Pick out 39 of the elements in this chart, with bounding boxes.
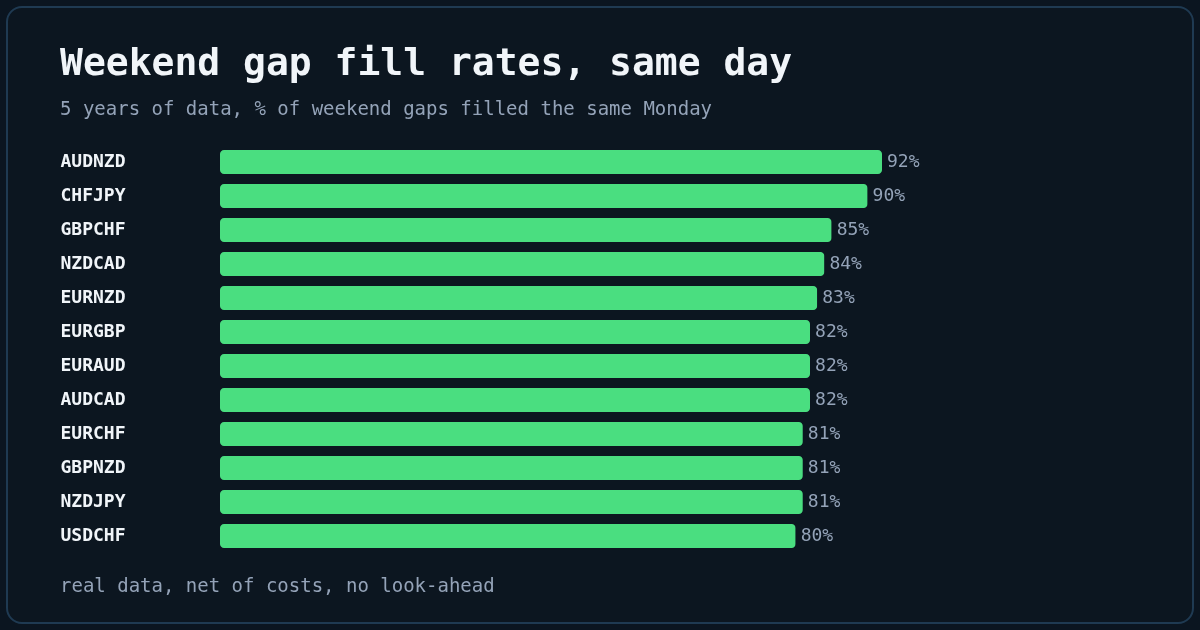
y-tick-label: AUDNZD bbox=[60, 150, 126, 171]
data-label: 81% bbox=[807, 422, 841, 443]
y-tick-label: USDCHF bbox=[60, 524, 126, 545]
data-label: 84% bbox=[829, 252, 863, 273]
bar bbox=[220, 184, 868, 208]
bar bbox=[220, 354, 811, 378]
bar bbox=[220, 286, 818, 310]
data-label: 80% bbox=[800, 524, 834, 545]
bar bbox=[220, 150, 882, 174]
data-label: 81% bbox=[807, 456, 841, 477]
bar bbox=[220, 490, 803, 514]
bar bbox=[220, 388, 811, 412]
bar bbox=[220, 524, 796, 548]
data-label: 82% bbox=[815, 388, 848, 409]
y-tick-label: EURCHF bbox=[60, 422, 126, 443]
data-label: 82% bbox=[815, 320, 848, 341]
data-label: 81% bbox=[807, 490, 841, 511]
data-label: 90% bbox=[872, 184, 906, 205]
y-tick-label: GBPNZD bbox=[60, 456, 126, 477]
y-tick-label: CHFJPY bbox=[60, 184, 126, 205]
bar bbox=[220, 456, 803, 480]
chart-subtitle: 5 years of data, % of weekend gaps filled the same Monday bbox=[60, 97, 713, 119]
y-tick-label: EURNZD bbox=[60, 286, 126, 307]
bar bbox=[220, 218, 832, 242]
text: real data, net of costs, no look-ahead bbox=[60, 574, 495, 596]
data-label: 85% bbox=[836, 218, 870, 239]
y-tick-label: AUDCAD bbox=[60, 388, 126, 409]
y-tick-label: EURGBP bbox=[60, 320, 126, 341]
data-label: 92% bbox=[887, 150, 920, 171]
y-tick-label: NZDCAD bbox=[60, 252, 126, 273]
bar bbox=[220, 320, 811, 344]
data-label: 83% bbox=[822, 286, 855, 307]
data-label: 82% bbox=[815, 354, 848, 375]
y-tick-label: GBPCHF bbox=[60, 218, 126, 239]
y-tick-label: NZDJPY bbox=[60, 490, 126, 511]
chart-title: Weekend gap fill rates, same day bbox=[60, 40, 793, 84]
y-tick-label: EURAUD bbox=[60, 354, 126, 375]
bar bbox=[220, 252, 825, 276]
bar bbox=[220, 422, 803, 446]
